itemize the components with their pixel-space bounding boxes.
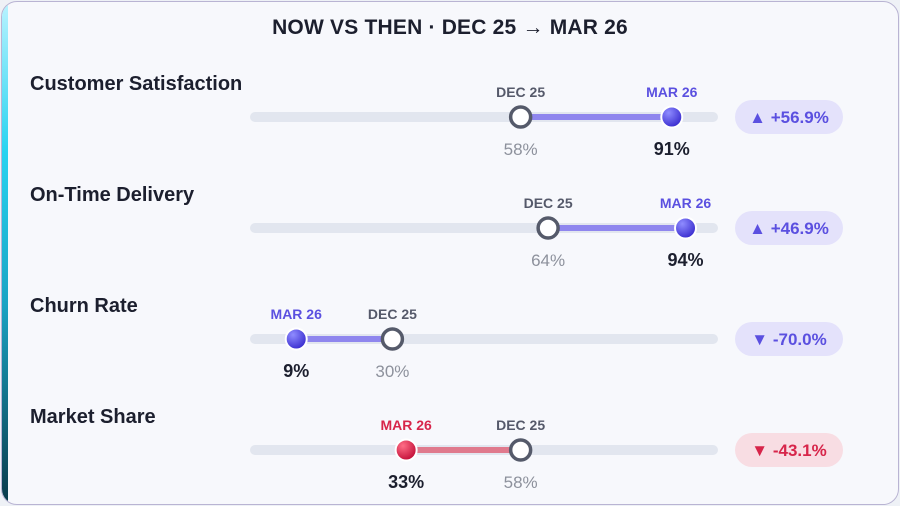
then-marker-on-time-delivery	[536, 216, 560, 240]
change-badge-churn-rate	[735, 322, 843, 356]
now-marker-customer-satisfaction	[660, 105, 684, 129]
now-date-label-market-share: MAR 26	[380, 417, 432, 433]
then-value-customer-satisfaction: 58%	[504, 140, 538, 159]
now-date-label-on-time-delivery: MAR 26	[660, 195, 712, 211]
now-value-churn-rate: 9%	[283, 361, 309, 381]
change-value-churn-rate: ▼ -70.0%	[751, 330, 826, 349]
then-date-label-churn-rate: DEC 25	[368, 306, 417, 322]
then-date-label-customer-satisfaction: DEC 25	[496, 84, 545, 100]
then-value-churn-rate: 30%	[375, 362, 409, 381]
now-marker-market-share	[394, 438, 418, 462]
then-date-label-on-time-delivery: DEC 25	[524, 195, 573, 211]
metric-label-market-share: Market Share	[30, 406, 156, 428]
then-marker-customer-satisfaction	[508, 105, 533, 129]
change-value-customer-satisfaction: ▲ +56.9%	[749, 108, 829, 127]
now-marker-on-time-delivery	[674, 216, 698, 240]
now-date-label-customer-satisfaction: MAR 26	[646, 84, 698, 100]
now-date-label-churn-rate: MAR 26	[271, 306, 323, 322]
now-value-customer-satisfaction: 91%	[654, 139, 690, 159]
metric-label-on-time-delivery: On-Time Delivery	[30, 184, 195, 206]
metric-label-customer-satisfaction: Customer Satisfaction	[30, 73, 242, 95]
accent-bar	[2, 2, 8, 504]
metric-label-churn-rate: Churn Rate	[30, 295, 138, 317]
change-badge-customer-satisfaction	[735, 100, 843, 134]
chart-title: NOW VS THEN · DEC 25 → MAR 26	[272, 16, 628, 39]
then-value-on-time-delivery: 64%	[531, 251, 565, 270]
change-value-on-time-delivery: ▲ +46.9%	[749, 219, 829, 238]
change-badge-on-time-delivery	[735, 211, 843, 245]
then-date-label-market-share: DEC 25	[496, 417, 545, 433]
change-value-market-share: ▼ -43.1%	[751, 441, 826, 460]
then-marker-market-share	[508, 438, 533, 462]
now-value-on-time-delivery: 94%	[668, 250, 704, 270]
then-marker-churn-rate	[380, 327, 405, 351]
now-marker-churn-rate	[284, 327, 308, 351]
now-value-market-share: 33%	[388, 472, 424, 492]
then-value-market-share: 58%	[504, 473, 538, 492]
change-badge-market-share	[735, 433, 843, 467]
